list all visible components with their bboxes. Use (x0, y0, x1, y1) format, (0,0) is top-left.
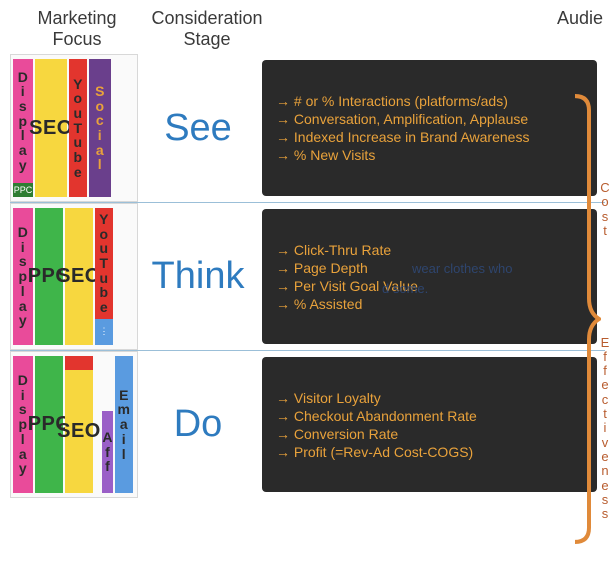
channel-bar-youtube: YouTube (69, 59, 87, 197)
channel-bar-youtube: YouTube (95, 208, 113, 319)
metric-item: Conversion Rate (276, 426, 583, 442)
channel-bar-seo: SEO (65, 208, 93, 345)
marketing-focus-group: DisplayPPCSEOYouTubeSocial (10, 54, 138, 202)
metric-item: Checkout Abandonment Rate (276, 408, 583, 424)
header-consideration-stage: ConsiderationStage (142, 8, 272, 50)
metric-item: % New Visits (276, 147, 583, 163)
metrics-panel: # or % Interactions (platforms/ads) Conve… (262, 60, 597, 196)
stage-label: Think (138, 203, 258, 350)
stage-row: DisplayPPCSEOYouTube⋮ThinkClick-Thru Rat… (10, 202, 605, 350)
metrics-panel: Visitor Loyalty Checkout Abandonment Rate… (262, 357, 597, 492)
stage-row: DisplayPPCSEOYouTubeSocialSee# or % Inte… (10, 54, 605, 202)
channel-bar-seo: SEO (65, 370, 93, 493)
metric-item: Per Visit Goal Value (276, 278, 583, 294)
channel-bar-email: Email (115, 356, 133, 493)
accent-block: ⋮ (95, 319, 113, 345)
stage-label: Do (138, 351, 258, 498)
header-marketing-focus: MarketingFocus (12, 8, 142, 50)
metrics-panel: Click-Thru Rate Page Depth Per Visit Goal … (262, 209, 597, 344)
metric-item: Profit (=Rev-Ad Cost-COGS) (276, 444, 583, 460)
marketing-focus-group: DisplayPPCSEOYouTube⋮ (10, 203, 138, 350)
accent-block: PPC (13, 183, 33, 197)
metric-item: Indexed Increase in Brand Awareness (276, 129, 583, 145)
rows-container: DisplayPPCSEOYouTubeSocialSee# or % Inte… (0, 54, 615, 498)
header-row: MarketingFocus ConsiderationStage Audie (0, 0, 615, 54)
metric-item: Click-Thru Rate (276, 242, 583, 258)
channel-bar-social: Social (89, 59, 111, 197)
channel-bar-aff: Aff (102, 411, 113, 493)
marketing-focus-group: DisplayPPCSEOAffEmail (10, 351, 138, 498)
stage-label: See (138, 54, 258, 202)
metric-item: Conversation, Amplification, Applause (276, 111, 583, 127)
metric-item: Visitor Loyalty (276, 390, 583, 406)
header-audience: Audie (543, 8, 603, 50)
stage-row: DisplayPPCSEOAffEmailDoVisitor LoyaltyCh… (10, 350, 605, 498)
channel-bar-seo: SEO (35, 59, 67, 197)
metric-item: # or % Interactions (platforms/ads) (276, 93, 583, 109)
accent-block (65, 356, 93, 370)
metric-item: Page Depth (276, 260, 583, 276)
metric-item: % Assisted (276, 296, 583, 312)
